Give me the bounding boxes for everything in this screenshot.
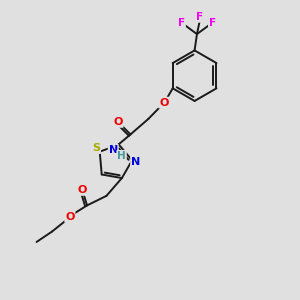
Text: O: O bbox=[159, 98, 169, 108]
Text: F: F bbox=[196, 12, 203, 22]
Text: F: F bbox=[178, 18, 185, 28]
Text: N: N bbox=[109, 145, 118, 155]
Text: F: F bbox=[209, 18, 216, 28]
Text: O: O bbox=[77, 185, 86, 195]
Text: S: S bbox=[92, 143, 100, 153]
Text: H: H bbox=[117, 151, 126, 161]
Text: N: N bbox=[131, 157, 140, 167]
Text: O: O bbox=[113, 117, 123, 127]
Text: O: O bbox=[65, 212, 74, 222]
